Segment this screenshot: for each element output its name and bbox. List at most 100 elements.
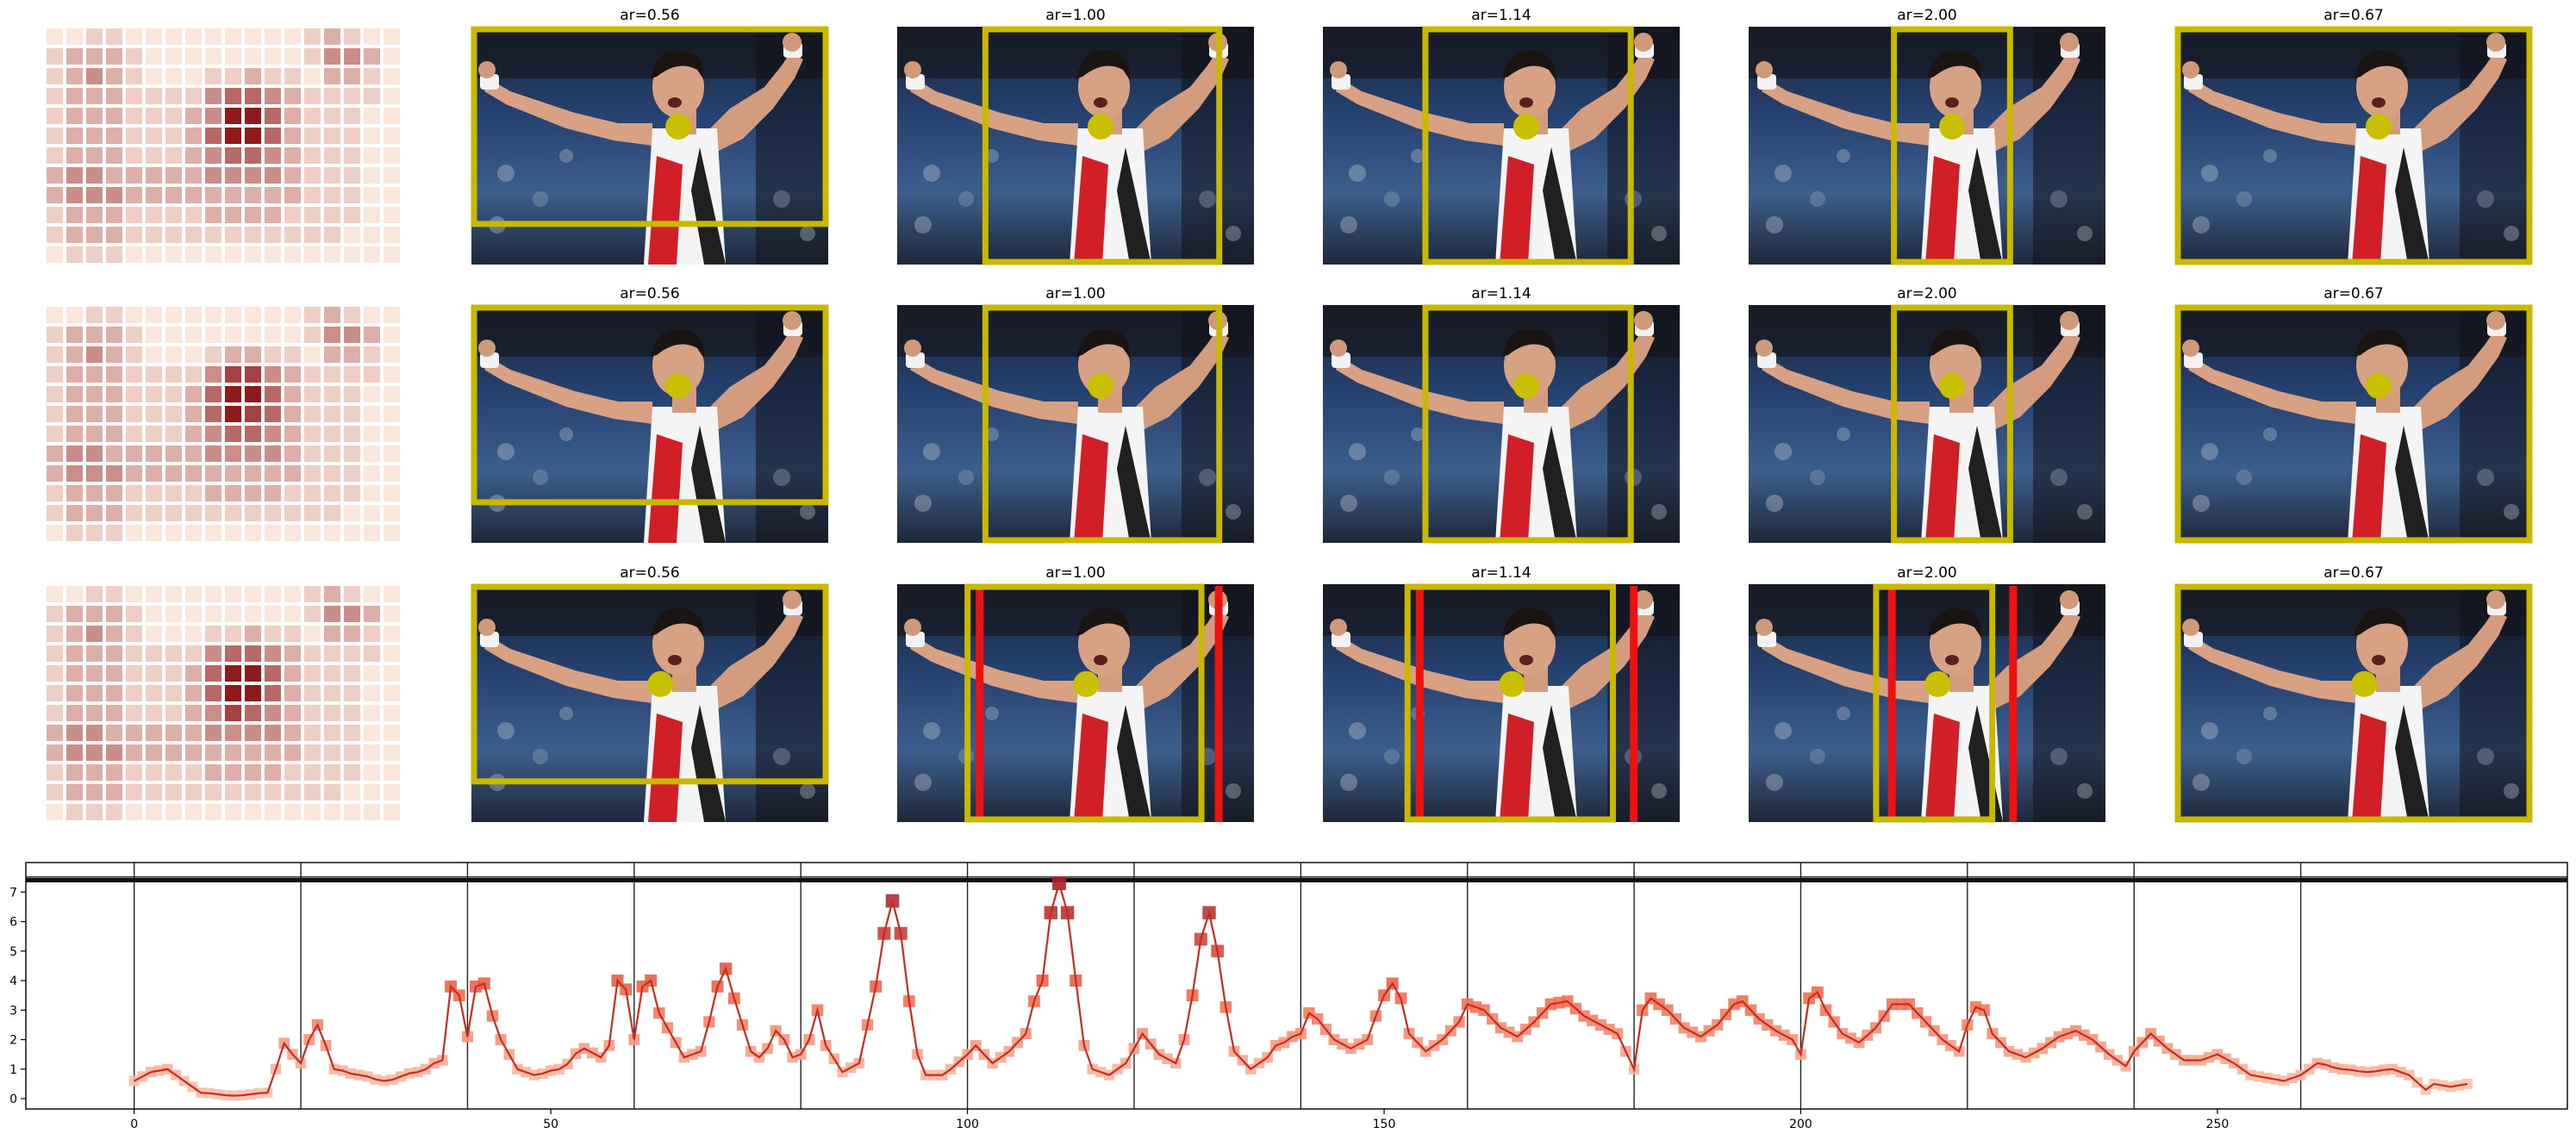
heatmap-cell xyxy=(245,227,261,243)
heatmap-cell xyxy=(384,88,400,104)
heatmap-cell xyxy=(165,725,182,741)
heatmap-cell xyxy=(344,346,360,363)
heatmap-cell xyxy=(245,88,261,104)
photo xyxy=(897,305,1254,543)
heatmap-cell xyxy=(225,744,241,761)
heatmap-cell xyxy=(205,147,221,164)
heatmap-cell xyxy=(364,346,380,363)
heatmap-cell xyxy=(66,744,83,761)
panel-title: ar=1.00 xyxy=(1045,564,1106,582)
heatmap-cell xyxy=(384,445,400,462)
heatmap-cell xyxy=(384,426,400,442)
heatmap-cell xyxy=(66,327,83,343)
heatmap-cell xyxy=(106,406,122,422)
heatmap-cell xyxy=(165,68,182,84)
heatmap-cell xyxy=(126,246,142,263)
heatmap-cell xyxy=(66,108,83,124)
heatmap-cell xyxy=(225,445,241,462)
heatmap-cell xyxy=(185,505,202,521)
heatmap-cell xyxy=(245,366,261,383)
heatmap-cell xyxy=(364,108,380,124)
heatmap-cell xyxy=(265,586,281,602)
heatmap-cell xyxy=(47,665,63,682)
heatmap-cell xyxy=(47,804,63,820)
heatmap-cell xyxy=(47,28,63,45)
heatmap-cell xyxy=(225,108,241,124)
heatmap-cell xyxy=(384,108,400,124)
heatmap-cell xyxy=(165,586,182,602)
heatmap-cell xyxy=(66,207,83,223)
heatmap-cell xyxy=(86,307,103,323)
heatmap-cell xyxy=(284,366,301,383)
heatmap-cell xyxy=(225,167,241,184)
heatmap-cell xyxy=(284,327,301,343)
heatmap-cell xyxy=(205,445,221,462)
heatmap-cell xyxy=(66,187,83,203)
heatmap-cell xyxy=(185,804,202,820)
crop-edge-left xyxy=(1887,586,1896,822)
heatmap-cell xyxy=(66,246,83,263)
heatmap-cell xyxy=(146,485,162,501)
heatmap-cell xyxy=(106,246,122,263)
crop-panel: ar=1.00 xyxy=(897,564,1254,823)
crop-box xyxy=(471,583,829,785)
heatmap-cell xyxy=(205,426,221,442)
heatmap-cell xyxy=(364,804,380,820)
heatmap-cell xyxy=(225,586,241,602)
heatmap-cell xyxy=(47,445,63,462)
y-tick-label: 1 xyxy=(9,1063,17,1077)
crop-panel: ar=1.00 xyxy=(897,285,1254,544)
heatmap-cell xyxy=(384,227,400,243)
heatmap-cell xyxy=(146,606,162,622)
heatmap-cell xyxy=(384,207,400,223)
photo xyxy=(471,584,828,822)
heatmap-cell xyxy=(364,227,380,243)
heatmap-cell xyxy=(245,705,261,721)
photo xyxy=(2175,584,2532,822)
heatmap-cell xyxy=(344,744,360,761)
panel-title: ar=1.14 xyxy=(1471,564,1531,582)
heatmap-cell xyxy=(245,465,261,482)
panel-title: ar=1.00 xyxy=(1045,285,1106,302)
heatmap-cell xyxy=(146,725,162,741)
heatmap-cell xyxy=(304,606,321,622)
heatmap-cell xyxy=(86,485,103,501)
line-chart: 0 50 100 150 200 250 0 1 2 3 4 5 6 7 xyxy=(9,862,2568,1131)
focus-point xyxy=(647,670,674,697)
heatmap-cell xyxy=(344,327,360,343)
heatmap-cell xyxy=(284,108,301,124)
heatmap-cell xyxy=(225,804,241,820)
heatmap-cell xyxy=(47,465,63,482)
heatmap-cell xyxy=(324,445,340,462)
y-tick-label: 7 xyxy=(9,886,17,900)
heatmap-cell xyxy=(106,445,122,462)
heatmap-cell xyxy=(225,366,241,383)
heatmap-cell xyxy=(86,366,103,383)
heatmap-cell xyxy=(284,525,301,541)
heatmap-cell xyxy=(146,227,162,243)
heatmap-cell xyxy=(205,525,221,541)
heatmap-cell xyxy=(265,366,281,383)
heatmap-cell xyxy=(384,505,400,521)
heatmap-cell xyxy=(324,28,340,45)
heatmap-cell xyxy=(324,48,340,65)
heatmap-cell xyxy=(344,366,360,383)
heatmap-cell xyxy=(364,525,380,541)
photo xyxy=(1749,27,2105,265)
heatmap-cell xyxy=(304,764,321,781)
heatmap-cell xyxy=(384,465,400,482)
heatmap-cell xyxy=(126,147,142,164)
heatmap-cell xyxy=(146,685,162,701)
heatmap-cell xyxy=(126,406,142,422)
heatmap-cell xyxy=(165,327,182,343)
heatmap-cell xyxy=(66,386,83,402)
heatmap-cell xyxy=(86,167,103,184)
heatmap-cell xyxy=(364,28,380,45)
heatmap-cell xyxy=(165,48,182,65)
heatmap-cell xyxy=(126,705,142,721)
heatmap-cell xyxy=(165,525,182,541)
heatmap-cell xyxy=(265,128,281,144)
heatmap-cell xyxy=(384,784,400,800)
heatmap-cell xyxy=(245,346,261,363)
heatmap-cell xyxy=(384,744,400,761)
